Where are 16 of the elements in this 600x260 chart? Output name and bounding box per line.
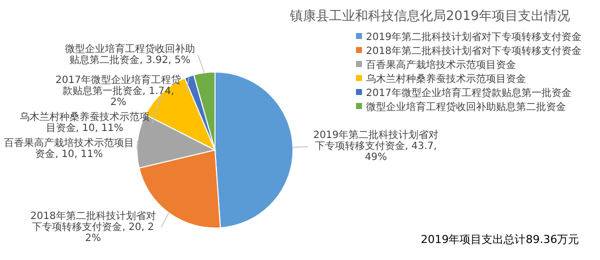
text: 2% [85, 232, 102, 244]
legend-label: 乌木兰村种桑养蚕技术示范项目资金 [366, 73, 526, 85]
category-label: 2019年第二批科技计划省对下专项转移支付资金, 43.7, [313, 130, 439, 152]
legend-label: 微型企业培育工程贷收回补助贴息第二批资金 [366, 101, 566, 113]
category-label: 微型企业培育工程贷收回补助贴息第二批资金, 3.92, 5% [65, 44, 195, 66]
category-label: 2018年第二批科技计划省对下专项转移支付资金, 20, 2 [30, 210, 156, 233]
category-label: 乌木兰村种桑养蚕技术示范项目资金, 10, 11% [20, 112, 150, 134]
legend-label: 2019年第二批科技计划省对下专项转移支付资金 [366, 31, 582, 43]
chart-title: 镇康县工业和科技信息化局2019年项目支出情况 [288, 9, 570, 24]
text: 2% [110, 97, 126, 108]
category-label: 百香果高产栽培技术示范项目资金, 10, 11% [4, 138, 134, 160]
text: 2019年项目支出总计89.36万元 [420, 233, 580, 246]
legend-label: 2018年第二批科技计划省对下专项转移支付资金 [366, 45, 582, 57]
text: 49% [364, 152, 388, 164]
legend-label: 2017年微型企业培育工程贷款贴息第一批资金 [366, 87, 572, 99]
legend-label: 百香果高产栽培技术示范项目资金 [366, 59, 516, 71]
